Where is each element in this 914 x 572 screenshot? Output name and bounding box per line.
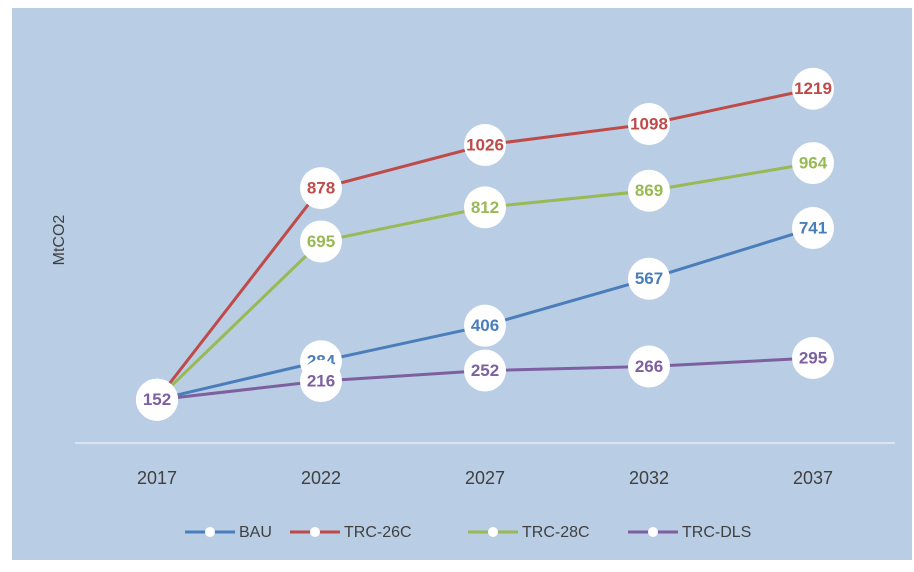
data-marker [628, 345, 670, 388]
x-tick-label: 2032 [629, 468, 669, 488]
data-label: 812 [471, 198, 499, 217]
data-marker [300, 167, 342, 210]
data-label: 878 [307, 179, 335, 198]
x-tick-label: 2017 [137, 468, 177, 488]
data-label: 252 [471, 361, 499, 380]
legend-label: TRC-DLS [682, 524, 751, 541]
data-marker [792, 142, 834, 185]
data-marker [300, 360, 342, 403]
x-tick-label: 2022 [301, 468, 341, 488]
data-marker [628, 257, 670, 300]
data-label: 567 [635, 269, 663, 288]
data-label: 406 [471, 316, 499, 335]
y-axis-label: MtCO2 [51, 215, 68, 266]
legend-marker [648, 527, 658, 537]
legend-label: TRC-28C [522, 524, 590, 541]
data-label: 695 [307, 232, 335, 251]
data-label: 295 [799, 349, 827, 368]
data-marker [792, 337, 834, 380]
data-label: 1026 [466, 135, 504, 154]
data-marker [628, 169, 670, 212]
data-label: 1098 [630, 114, 668, 133]
legend-marker [205, 527, 215, 537]
data-marker [136, 378, 178, 421]
legend-marker [488, 527, 498, 537]
x-tick-label: 2027 [465, 468, 505, 488]
data-marker [464, 123, 506, 166]
legend-label: BAU [239, 524, 272, 541]
data-marker [464, 349, 506, 392]
data-label: 964 [799, 154, 828, 173]
data-label: 1219 [794, 79, 832, 98]
data-label: 266 [635, 357, 663, 376]
data-label: 152 [143, 390, 171, 409]
data-marker [464, 304, 506, 347]
legend-marker [310, 527, 320, 537]
data-marker [628, 103, 670, 146]
data-marker [792, 207, 834, 250]
data-marker [464, 186, 506, 229]
data-marker [792, 67, 834, 110]
legend-label: TRC-26C [344, 524, 412, 541]
data-label: 216 [307, 372, 335, 391]
data-label: 869 [635, 181, 663, 200]
data-marker [300, 220, 342, 263]
data-label: 741 [799, 219, 827, 238]
x-tick-label: 2037 [793, 468, 833, 488]
